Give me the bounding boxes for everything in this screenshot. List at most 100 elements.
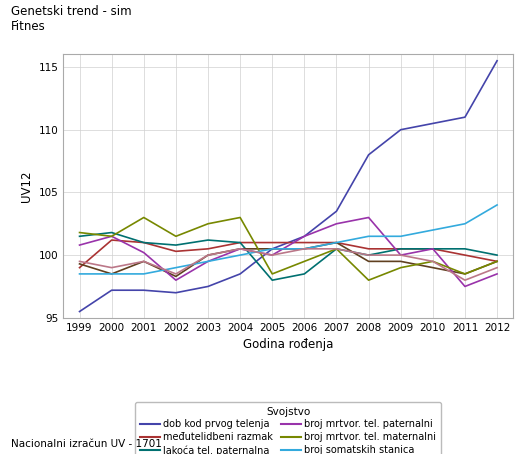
broj mrtvor. tel. maternalni — [269, 271, 276, 276]
lakoća tel. maternalna — [76, 261, 83, 266]
dob kod prvog telenja — [333, 208, 340, 214]
dob kod prvog telenja — [237, 271, 243, 276]
Line: međutelidbeni razmak: međutelidbeni razmak — [79, 240, 497, 268]
lakoća tel. paternalna — [237, 240, 243, 245]
Line: broj somatskih stanica: broj somatskih stanica — [79, 205, 497, 274]
protok mlijeka — [141, 259, 147, 264]
Legend: dob kod prvog telenja, međutelidbeni razmak, lakoća tel. paternalna, lakoća tel.: dob kod prvog telenja, međutelidbeni raz… — [135, 402, 441, 454]
broj mrtvor. tel. maternalni — [301, 259, 307, 264]
lakoća tel. maternalna — [269, 246, 276, 252]
broj somatskih stanica — [237, 252, 243, 258]
Line: lakoća tel. paternalna: lakoća tel. paternalna — [79, 232, 497, 280]
lakoća tel. maternalna — [205, 252, 211, 258]
lakoća tel. paternalna — [269, 277, 276, 283]
dob kod prvog telenja — [108, 287, 115, 293]
broj somatskih stanica — [430, 227, 436, 233]
protok mlijeka — [430, 259, 436, 264]
međutelidbeni razmak — [430, 246, 436, 252]
međutelidbeni razmak — [76, 265, 83, 271]
lakoća tel. paternalna — [141, 240, 147, 245]
Line: broj mrtvor. tel. maternalni: broj mrtvor. tel. maternalni — [79, 217, 497, 280]
međutelidbeni razmak — [108, 237, 115, 243]
broj somatskih stanica — [333, 240, 340, 245]
broj mrtvor. tel. paternalni — [173, 277, 179, 283]
međutelidbeni razmak — [462, 252, 468, 258]
lakoća tel. paternalna — [366, 252, 372, 258]
međutelidbeni razmak — [301, 240, 307, 245]
broj mrtvor. tel. paternalni — [462, 284, 468, 289]
lakoća tel. maternalna — [333, 240, 340, 245]
broj somatskih stanica — [494, 202, 500, 207]
dob kod prvog telenja — [269, 246, 276, 252]
broj mrtvor. tel. maternalni — [366, 277, 372, 283]
dob kod prvog telenja — [173, 290, 179, 296]
Text: Nacionalni izračun UV - 1701: Nacionalni izračun UV - 1701 — [11, 439, 161, 449]
međutelidbeni razmak — [366, 246, 372, 252]
međutelidbeni razmak — [141, 240, 147, 245]
protok mlijeka — [205, 252, 211, 258]
broj mrtvor. tel. maternalni — [237, 215, 243, 220]
broj mrtvor. tel. maternalni — [76, 230, 83, 235]
protok mlijeka — [397, 252, 404, 258]
međutelidbeni razmak — [333, 240, 340, 245]
broj somatskih stanica — [141, 271, 147, 276]
broj mrtvor. tel. paternalni — [494, 271, 500, 276]
protok mlijeka — [173, 271, 179, 276]
broj mrtvor. tel. paternalni — [430, 246, 436, 252]
broj mrtvor. tel. paternalni — [333, 221, 340, 227]
protok mlijeka — [269, 252, 276, 258]
lakoća tel. maternalna — [494, 259, 500, 264]
Line: broj mrtvor. tel. paternalni: broj mrtvor. tel. paternalni — [79, 217, 497, 286]
lakoća tel. maternalna — [173, 274, 179, 279]
lakoća tel. maternalna — [301, 246, 307, 252]
broj mrtvor. tel. paternalni — [141, 250, 147, 255]
broj somatskih stanica — [301, 246, 307, 252]
protok mlijeka — [333, 246, 340, 252]
broj mrtvor. tel. maternalni — [141, 215, 147, 220]
dob kod prvog telenja — [462, 114, 468, 120]
lakoća tel. paternalna — [494, 252, 500, 258]
broj somatskih stanica — [108, 271, 115, 276]
lakoća tel. paternalna — [333, 246, 340, 252]
broj somatskih stanica — [76, 271, 83, 276]
broj mrtvor. tel. maternalni — [397, 265, 404, 271]
protok mlijeka — [494, 265, 500, 271]
broj mrtvor. tel. paternalni — [301, 233, 307, 239]
lakoća tel. maternalna — [462, 271, 468, 276]
broj mrtvor. tel. maternalni — [462, 271, 468, 276]
broj somatskih stanica — [269, 246, 276, 252]
lakoća tel. maternalna — [108, 271, 115, 276]
broj somatskih stanica — [462, 221, 468, 227]
broj mrtvor. tel. maternalni — [333, 246, 340, 252]
broj somatskih stanica — [366, 233, 372, 239]
dob kod prvog telenja — [494, 58, 500, 64]
broj mrtvor. tel. maternalni — [205, 221, 211, 227]
protok mlijeka — [366, 252, 372, 258]
lakoća tel. paternalna — [173, 242, 179, 248]
X-axis label: Godina rođenja: Godina rođenja — [243, 338, 333, 351]
Y-axis label: UV12: UV12 — [20, 170, 33, 202]
broj somatskih stanica — [173, 265, 179, 271]
dob kod prvog telenja — [366, 152, 372, 158]
lakoća tel. paternalna — [430, 246, 436, 252]
lakoća tel. paternalna — [462, 246, 468, 252]
dob kod prvog telenja — [76, 309, 83, 314]
broj mrtvor. tel. maternalni — [108, 233, 115, 239]
međutelidbeni razmak — [237, 240, 243, 245]
dob kod prvog telenja — [430, 121, 436, 126]
broj somatskih stanica — [205, 259, 211, 264]
broj mrtvor. tel. paternalni — [237, 246, 243, 252]
broj mrtvor. tel. maternalni — [430, 259, 436, 264]
dob kod prvog telenja — [301, 233, 307, 239]
broj mrtvor. tel. paternalni — [76, 242, 83, 248]
međutelidbeni razmak — [494, 259, 500, 264]
lakoća tel. maternalna — [237, 246, 243, 252]
lakoća tel. maternalna — [366, 259, 372, 264]
lakoća tel. maternalna — [397, 259, 404, 264]
broj mrtvor. tel. maternalni — [173, 233, 179, 239]
Line: lakoća tel. maternalna: lakoća tel. maternalna — [79, 242, 497, 276]
lakoća tel. paternalna — [397, 246, 404, 252]
dob kod prvog telenja — [141, 287, 147, 293]
međutelidbeni razmak — [269, 240, 276, 245]
dob kod prvog telenja — [397, 127, 404, 133]
